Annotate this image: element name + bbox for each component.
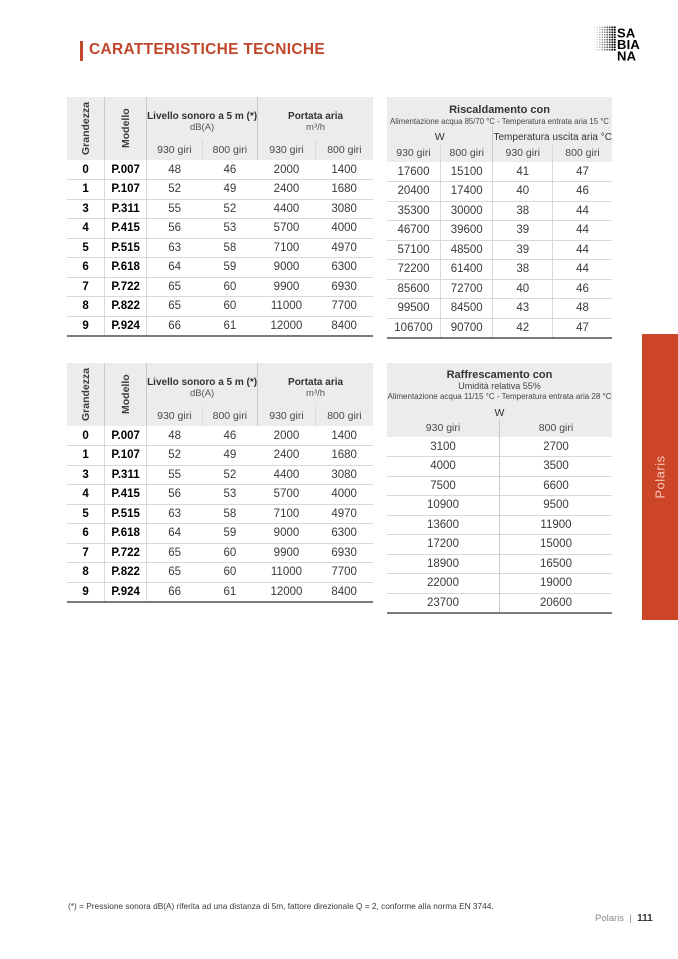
svg-text:NA: NA [617, 49, 637, 62]
